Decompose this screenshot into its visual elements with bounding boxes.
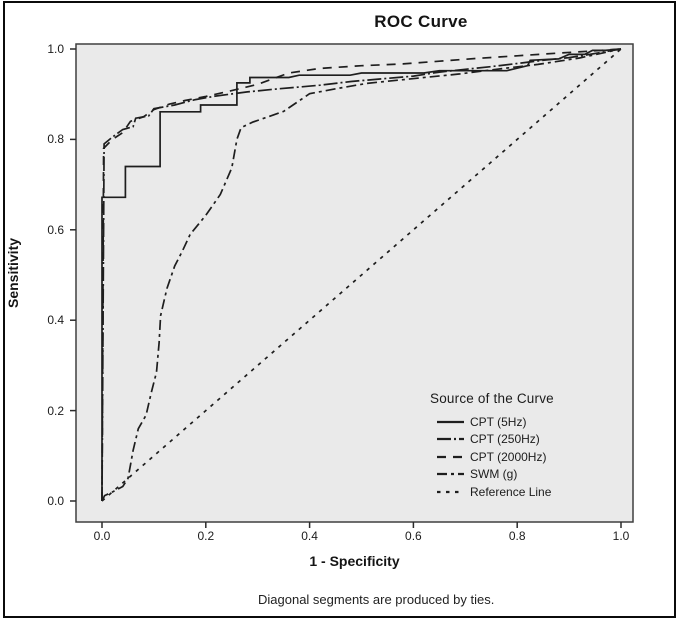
legend-label: Reference Line: [470, 484, 552, 499]
y-tick-label: 0.4: [47, 313, 64, 328]
legend-item-cpt-5hz: CPT (5Hz): [437, 415, 636, 429]
chart-footnote: Diagonal segments are produced by ties.: [76, 592, 683, 607]
legend-item-cpt-250hz: CPT (250Hz): [437, 432, 636, 447]
legend-line-sample-cpt-2000hz: [437, 455, 464, 458]
roc-curves: [101, 48, 622, 502]
legend-item-reference-line: Reference Line: [437, 485, 636, 499]
legend-items: CPT (5Hz) CPT (250Hz) CPT (2000Hz) SWM (g) R…: [437, 415, 636, 499]
legend-line-sample-swm-g: [437, 473, 464, 476]
y-axis-label: Sensitivity: [5, 237, 21, 309]
curve-cpt-250hz: [101, 48, 622, 502]
legend-item-swm-g: SWM (g): [437, 467, 636, 482]
y-tick-label: 0.6: [47, 222, 64, 237]
legend: Source of the Curve CPT (5Hz) CPT (250Hz)…: [428, 391, 636, 499]
x-tick-label: 0.6: [405, 529, 422, 543]
x-tick-label: 0.0: [93, 529, 111, 543]
legend-line-sample-reference-line: [437, 490, 464, 493]
legend-line-sample-cpt-250hz: [437, 438, 464, 441]
legend-title: Source of the Curve: [430, 391, 554, 406]
curve-reference-line: [101, 48, 622, 502]
chart-title: ROC Curve: [374, 12, 468, 31]
legend-item-cpt-2000hz: CPT (2000Hz): [437, 450, 636, 464]
legend-label: CPT (5Hz): [470, 414, 527, 429]
legend-label: SWM (g): [470, 467, 518, 482]
axis-ticks: [70, 48, 622, 528]
legend-label: CPT (250Hz): [470, 432, 540, 447]
curve-cpt-2000hz: [101, 48, 622, 502]
x-axis-label: 1 - Specificity: [309, 553, 400, 569]
curve-cpt-5hz: [101, 48, 622, 501]
y-tick-label: 0.0: [47, 494, 64, 508]
x-tick-label: 0.4: [301, 529, 318, 543]
y-tick-label: 0.8: [47, 132, 64, 147]
x-tick-label: 0.2: [197, 529, 215, 543]
y-tick-label: 0.2: [47, 403, 64, 418]
y-tick-label: 1.0: [47, 42, 64, 56]
legend-line-sample-cpt-5hz: [437, 420, 464, 423]
legend-label: CPT (2000Hz): [470, 449, 547, 464]
x-tick-label: 0.8: [508, 529, 526, 543]
footnote-text: Diagonal segments are produced by ties.: [258, 592, 495, 607]
x-tick-label: 1.0: [612, 529, 630, 543]
